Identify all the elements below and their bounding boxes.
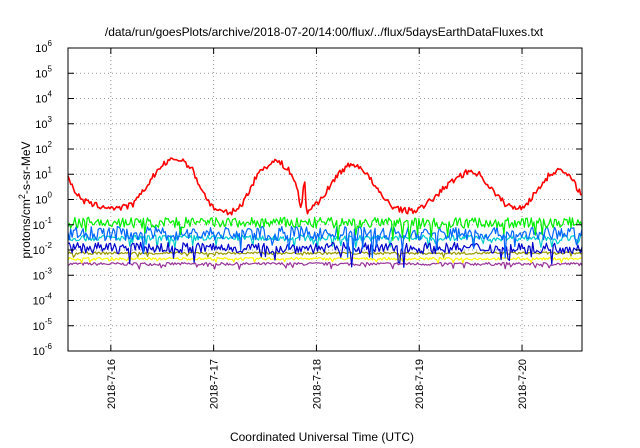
y-tick-label: 106 — [35, 39, 52, 55]
y-tick-label: 101 — [35, 165, 52, 181]
y-tick-label: 105 — [35, 64, 52, 80]
y-tick-label: 10-4 — [33, 292, 53, 308]
series-line-0 — [67, 157, 582, 216]
y-tick-label: 10-6 — [33, 342, 53, 358]
y-tick-label: 10-1 — [33, 216, 53, 232]
grid-lines — [68, 48, 582, 351]
series-line-6 — [67, 256, 583, 264]
y-tick-label: 104 — [35, 90, 52, 106]
y-axis-ticks: 10-6 10-5 10-4 10-3 10-2 10-1 100 101 102 103 104 1… — [33, 39, 582, 358]
y-axis-label: protons/cm2-s-sr-MeV — [17, 141, 33, 258]
x-axis-label: Coordinated Universal Time (UTC) — [230, 430, 414, 444]
series-line-4 — [67, 241, 583, 268]
series-line-2 — [67, 225, 583, 259]
x-axis-ticks: 2018-7-16 2018-7-17 2018-7-18 2018-7-19 2018… — [106, 48, 529, 409]
y-tick-label: 10-2 — [33, 241, 53, 257]
y-tick-label: 100 — [35, 191, 52, 207]
x-tick-label: 2018-7-19 — [414, 359, 426, 409]
y-tick-label: 103 — [35, 115, 52, 131]
y-tick-label: 10-5 — [33, 317, 53, 333]
series-line-5 — [67, 251, 583, 258]
series-line-1 — [67, 216, 583, 242]
x-tick-label: 2018-7-18 — [311, 359, 323, 409]
x-tick-label: 2018-7-20 — [517, 359, 529, 409]
x-tick-label: 2018-7-17 — [209, 359, 221, 409]
series-line-7 — [67, 261, 583, 270]
data-series-group — [67, 157, 583, 270]
x-tick-label: 2018-7-16 — [106, 359, 118, 409]
y-tick-label: 10-3 — [33, 266, 53, 282]
y-tick-label: 102 — [35, 140, 52, 156]
chart-title: /data/run/goesPlots/archive/2018-07-20/1… — [105, 25, 544, 39]
